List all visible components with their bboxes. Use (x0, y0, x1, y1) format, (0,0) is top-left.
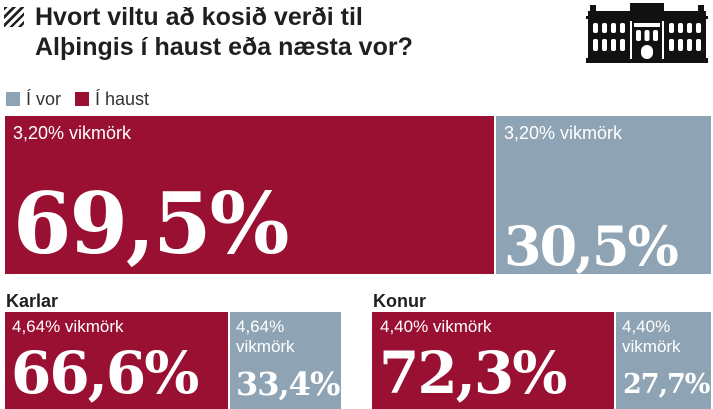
moe-konur-haust: 4,40% vikmörk (380, 317, 492, 336)
moe-karlar-vor-line-1: 4,64% (236, 317, 285, 336)
legend-label-vor: Í vor (26, 88, 62, 109)
value-label-karlar-vor: 33,4% (236, 365, 340, 403)
moe-konur-vor-line-2: vikmörk (622, 337, 681, 356)
moe-overall-vor: 3,20% vikmörk (504, 123, 623, 143)
bar-karlar-haust: 4,64% vikmörk 66,6% (5, 312, 228, 409)
bar-karlar-vor: 4,64% vikmörk 33,4% (230, 312, 341, 409)
bar-konur-vor: 4,40% vikmörk 27,7% (616, 312, 711, 409)
moe-karlar-haust: 4,64% vikmörk (12, 317, 124, 336)
bar-overall-haust: 3,20% vikmörk 69,5% (5, 116, 494, 274)
value-label-karlar-haust: 66,6% (11, 339, 199, 407)
bar-overall-vor: 3,20% vikmörk 30,5% (496, 116, 711, 274)
bar-konur-haust: 4,40% vikmörk 72,3% (372, 312, 614, 409)
legend-label-haust: Í haust (95, 88, 150, 109)
value-label-konur-vor: 27,7% (623, 369, 710, 400)
legend-item-haust: Í haust (75, 89, 149, 110)
value-label-overall-vor: 30,5% (504, 214, 679, 274)
legend-swatch-vor (6, 92, 20, 106)
moe-karlar-vor: 4,64% vikmörk (236, 317, 295, 357)
value-label-konur-haust: 72,3% (379, 339, 567, 407)
moe-konur-vor: 4,40% vikmörk (622, 317, 681, 357)
moe-karlar-vor-line-2: vikmörk (236, 337, 295, 356)
chart-title: Hvort viltu að kosið verði til Alþingis … (35, 2, 575, 62)
hatch-icon (4, 7, 24, 27)
value-label-overall-haust: 69,5% (13, 174, 289, 273)
parliament-building-icon (586, 3, 708, 63)
title-line-2: Alþingis í haust eða næsta vor? (35, 33, 413, 61)
group-label-konur: Konur (373, 291, 426, 311)
legend-swatch-haust (75, 92, 90, 106)
legend: Í vor Í haust (6, 89, 163, 109)
group-label-karlar: Karlar (6, 291, 59, 311)
title-line-1: Hvort viltu að kosið verði til (35, 3, 363, 31)
moe-konur-vor-line-1: 4,40% (622, 317, 671, 336)
legend-item-vor: Í vor (6, 89, 61, 110)
moe-overall-haust: 3,20% vikmörk (13, 123, 132, 143)
